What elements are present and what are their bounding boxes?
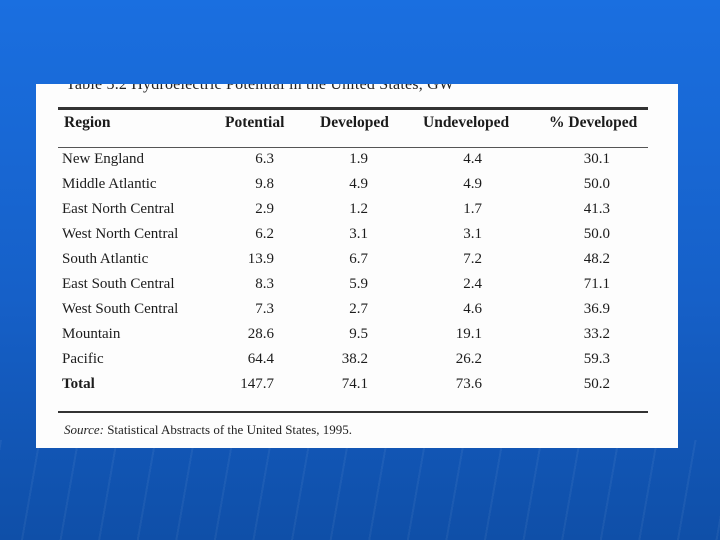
cell-undeveloped: 4.9: [463, 176, 482, 192]
cell-developed: 9.5: [349, 326, 368, 342]
cell-region: Middle Atlantic: [62, 176, 157, 192]
cell-undeveloped: 1.7: [463, 201, 482, 217]
cell-developed: 6.7: [349, 251, 368, 267]
cell-region: Mountain: [62, 326, 121, 342]
cell-pct: 30.1: [583, 151, 610, 167]
cell-potential: 147.7: [240, 376, 274, 392]
cell-pct: 50.2: [583, 376, 610, 392]
cell-region: East South Central: [62, 276, 175, 292]
cell-region: West South Central: [62, 301, 179, 317]
cell-potential: 6.3: [255, 151, 274, 167]
cell-potential: 7.3: [255, 301, 274, 317]
cell-undeveloped: 73.6: [455, 376, 482, 392]
cell-developed: 4.9: [349, 176, 368, 192]
cell-undeveloped: 19.1: [455, 326, 482, 342]
cell-undeveloped: 7.2: [463, 251, 482, 267]
bottom-rule: [58, 411, 648, 413]
cell-region: New England: [62, 151, 145, 167]
cell-potential: 8.3: [255, 276, 274, 292]
cell-potential: 13.9: [247, 251, 274, 267]
header-developed: Developed: [320, 114, 389, 131]
cell-undeveloped: 2.4: [463, 276, 482, 292]
source-label: Source:: [64, 422, 104, 437]
cell-developed: 1.9: [349, 151, 368, 167]
cell-potential: 2.9: [255, 201, 274, 217]
header-potential: Potential: [225, 114, 285, 131]
cell-undeveloped: 3.1: [463, 226, 482, 242]
cell-region: East North Central: [62, 201, 175, 217]
cell-pct: 71.1: [583, 276, 610, 292]
cell-pct: 33.2: [583, 326, 610, 342]
cell-region: Pacific: [62, 351, 104, 367]
cell-developed: 74.1: [341, 376, 368, 392]
cell-undeveloped: 4.6: [463, 301, 482, 317]
cell-pct: 50.0: [583, 226, 610, 242]
cell-pct: 41.3: [583, 201, 610, 217]
cell-developed: 1.2: [349, 201, 368, 217]
cell-region: West North Central: [62, 226, 179, 242]
source-text: Statistical Abstracts of the United Stat…: [107, 422, 353, 437]
cell-developed: 38.2: [341, 351, 368, 367]
header-rule: [58, 147, 648, 148]
cell-undeveloped: 4.4: [463, 151, 482, 167]
source-note: Source: Statistical Abstracts of the Uni…: [64, 422, 352, 438]
cell-region: South Atlantic: [62, 251, 149, 267]
cell-potential: 9.8: [255, 176, 274, 192]
cell-pct: 50.0: [583, 176, 610, 192]
cell-developed: 5.9: [349, 276, 368, 292]
cell-developed: 3.1: [349, 226, 368, 242]
top-rule: [58, 107, 648, 110]
cell-pct: 48.2: [583, 251, 610, 267]
cell-region: Total: [62, 376, 95, 392]
cell-pct: 59.3: [583, 351, 610, 367]
header-pct-developed: % Developed: [549, 114, 638, 131]
header-region: Region: [64, 114, 111, 131]
table-scan: Table 5.2 Hydroelectric Potential in the…: [36, 84, 678, 448]
header-undeveloped: Undeveloped: [423, 114, 510, 131]
slide-background-lines: [0, 440, 720, 540]
cell-potential: 28.6: [247, 326, 274, 342]
cell-potential: 6.2: [255, 226, 274, 242]
cell-undeveloped: 26.2: [455, 351, 482, 367]
cell-pct: 36.9: [583, 301, 610, 317]
table-caption: Table 5.2 Hydroelectric Potential in the…: [66, 84, 455, 93]
cell-developed: 2.7: [349, 301, 368, 317]
cell-potential: 64.4: [247, 351, 274, 367]
